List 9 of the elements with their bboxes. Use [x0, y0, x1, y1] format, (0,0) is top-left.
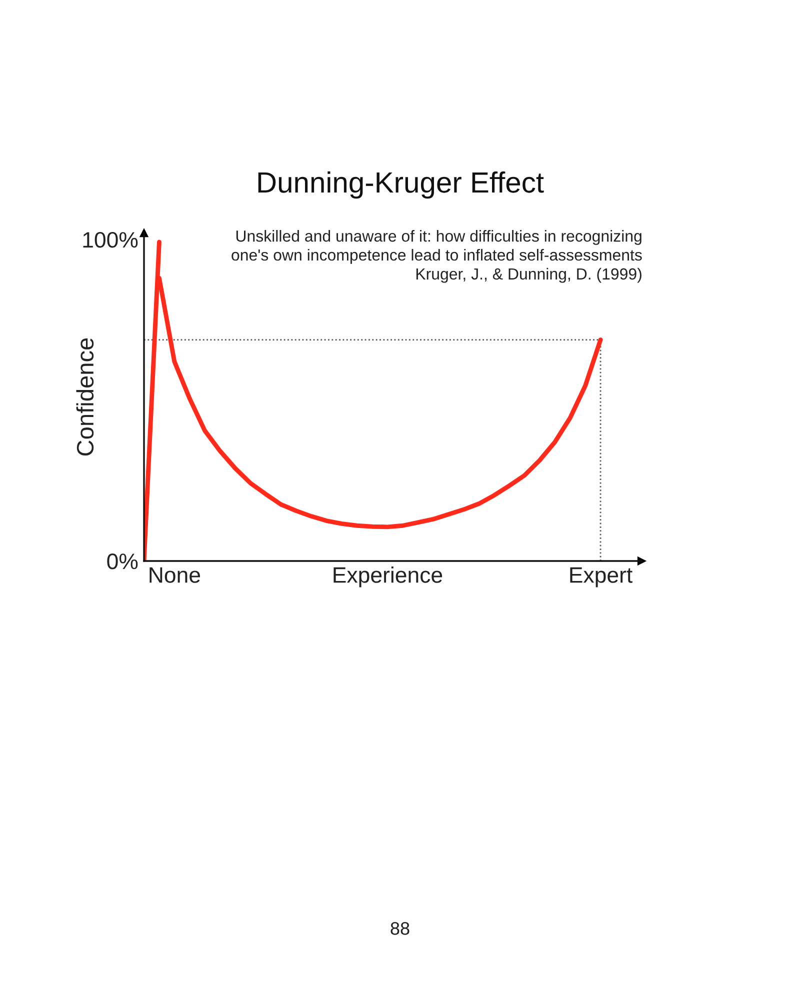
x-tick-label: None [150, 567, 200, 583]
y-axis-title: Confidence [76, 338, 94, 456]
y-tick-label: 0% [107, 554, 138, 570]
y-tick-label: 100% [83, 232, 138, 248]
chart-title: Dunning-Kruger Effect [258, 171, 544, 199]
annotation: Unskilled and unaware of it: how difficulties in recognizing one's own incompetence lead to inflated self-assessments Kruger, J., & Dunning, D. (1999) [232, 230, 642, 283]
x-tick-label: Expert [570, 567, 632, 588]
x-tick-label: Experience [334, 566, 442, 588]
text: 88 [390, 922, 410, 935]
